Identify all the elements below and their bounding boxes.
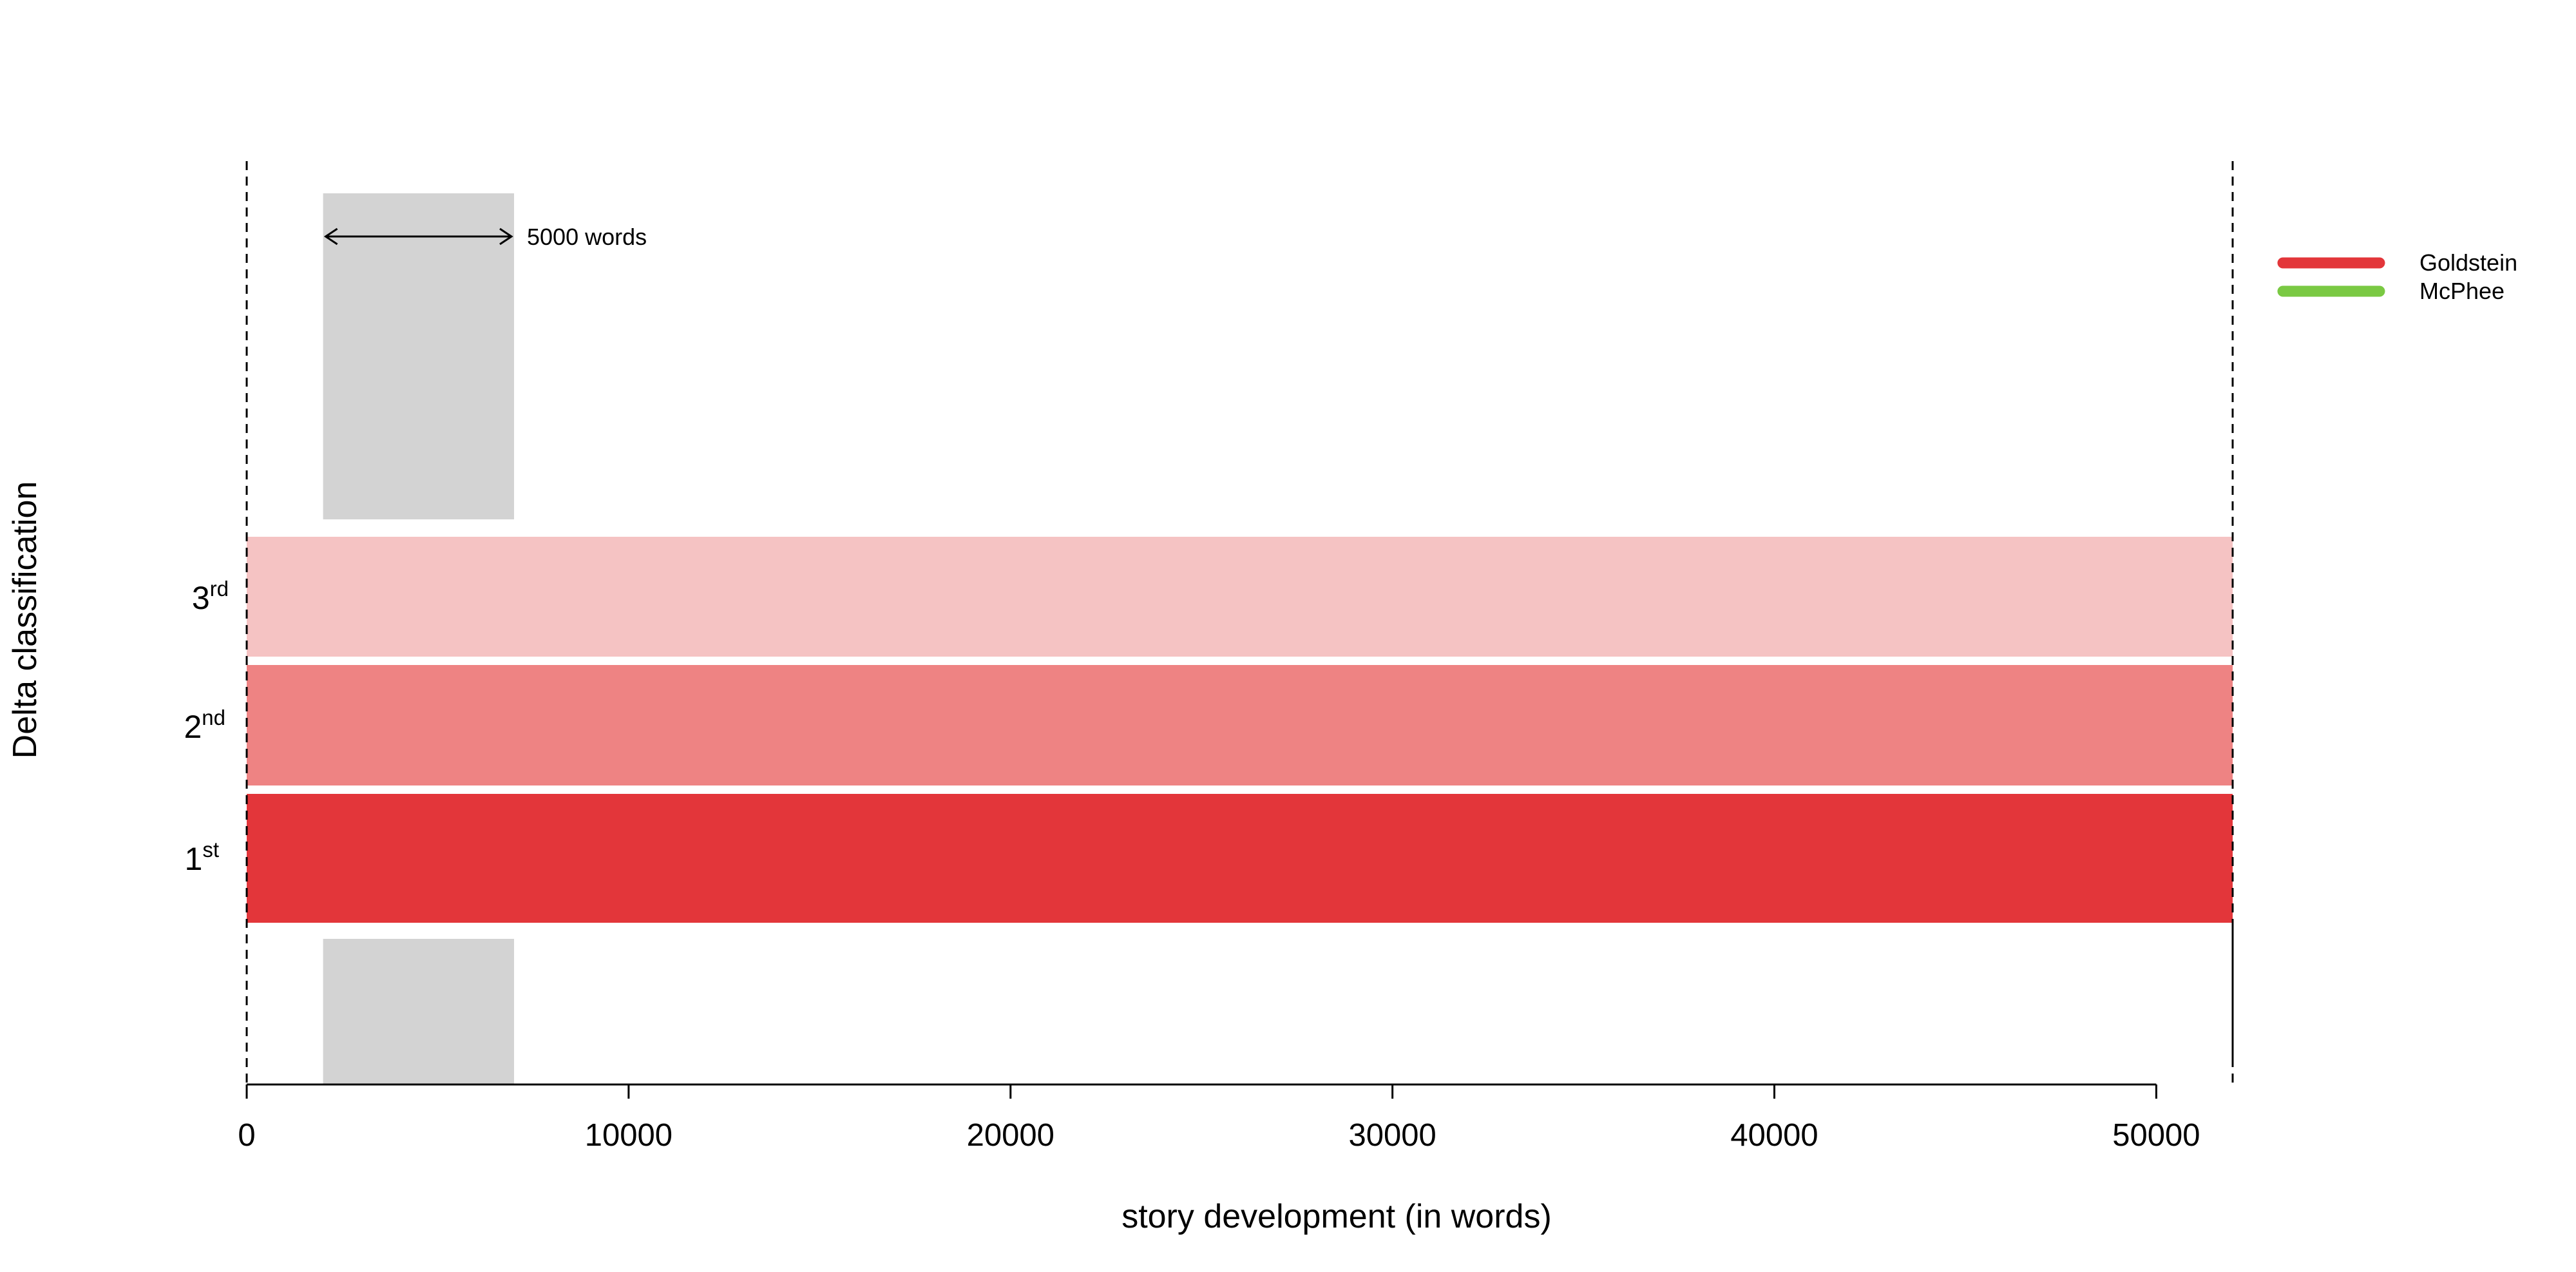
window-arrow-head-right xyxy=(499,227,513,246)
rank-label-2: 2nd xyxy=(184,706,225,745)
legend-label-mcphee: McPhee xyxy=(2419,278,2504,304)
rank-band-3 xyxy=(247,537,2233,657)
boundaries-layer xyxy=(245,161,2234,1084)
window-label: 5000 words xyxy=(527,224,647,250)
x-tick-label-20000: 20000 xyxy=(967,1118,1054,1153)
rank-label-number: 1 xyxy=(185,841,203,877)
x-tick-label-0: 0 xyxy=(238,1118,255,1153)
x-tick-label-10000: 10000 xyxy=(585,1118,673,1153)
x-tick-label-30000: 30000 xyxy=(1349,1118,1436,1153)
rank-label-3: 3rd xyxy=(192,577,229,616)
rank-label-suffix: rd xyxy=(210,577,229,601)
rank-band-2 xyxy=(247,665,2233,785)
rank-band-1 xyxy=(247,794,2233,923)
window-rect-top xyxy=(323,193,515,519)
rank-label-number: 3 xyxy=(192,580,210,616)
window-arrow-head-left xyxy=(323,227,338,246)
y-axis-title: Delta classification xyxy=(6,481,44,759)
x-tick-label-50000: 50000 xyxy=(2112,1118,2200,1153)
x-tick-label-40000: 40000 xyxy=(1730,1118,1818,1153)
x-axis: 0 10000 20000 30000 40000 50000 xyxy=(238,1083,2200,1153)
rank-label-number: 2 xyxy=(184,709,202,745)
window-layer xyxy=(323,193,515,1084)
window-annotation: 5000 words xyxy=(323,224,647,250)
rank-label-suffix: nd xyxy=(202,706,225,729)
ranks-layer xyxy=(247,537,2233,923)
x-axis-title: story development (in words) xyxy=(1121,1198,1552,1235)
rank-label-1: 1st xyxy=(185,838,219,877)
rank-labels: 1st 2nd 3rd xyxy=(184,577,229,877)
rank-label-suffix: st xyxy=(202,838,219,862)
window-rect-bottom xyxy=(323,939,515,1084)
legend-label-goldstein: Goldstein xyxy=(2419,249,2517,276)
